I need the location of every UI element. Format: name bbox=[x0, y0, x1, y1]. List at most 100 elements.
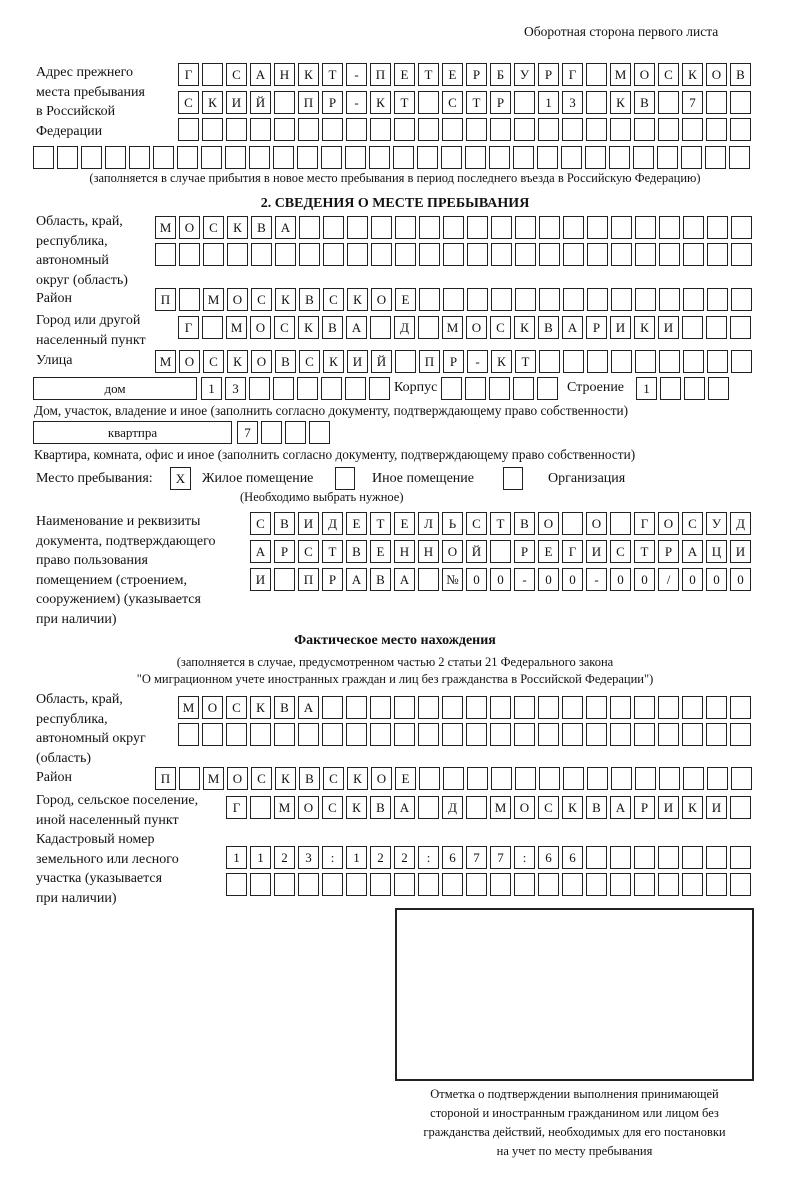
char-cell[interactable] bbox=[370, 696, 391, 719]
char-cell[interactable] bbox=[682, 723, 703, 746]
char-cell[interactable]: Р bbox=[322, 91, 343, 114]
char-cell[interactable] bbox=[730, 316, 751, 339]
char-cell[interactable] bbox=[322, 723, 343, 746]
char-cell[interactable] bbox=[539, 350, 560, 373]
char-cell[interactable] bbox=[682, 316, 703, 339]
char-cell[interactable]: К bbox=[370, 91, 391, 114]
char-cell[interactable] bbox=[562, 512, 583, 535]
char-cell[interactable]: - bbox=[514, 568, 535, 591]
char-cell[interactable]: А bbox=[275, 216, 296, 239]
char-cell[interactable] bbox=[443, 767, 464, 790]
char-cell[interactable] bbox=[490, 118, 511, 141]
char-cell[interactable] bbox=[202, 63, 223, 86]
char-cell[interactable]: С bbox=[203, 216, 224, 239]
char-cell[interactable] bbox=[634, 696, 655, 719]
char-cell[interactable] bbox=[417, 146, 438, 169]
char-cell[interactable]: / bbox=[658, 568, 679, 591]
char-cell[interactable] bbox=[514, 696, 535, 719]
char-cell[interactable] bbox=[81, 146, 102, 169]
char-cell[interactable]: Й bbox=[371, 350, 392, 373]
char-cell[interactable] bbox=[515, 243, 536, 266]
char-cell[interactable]: С bbox=[226, 696, 247, 719]
char-cell[interactable] bbox=[730, 873, 751, 896]
char-cell[interactable] bbox=[418, 91, 439, 114]
char-cell[interactable] bbox=[587, 767, 608, 790]
char-cell[interactable]: К bbox=[347, 288, 368, 311]
char-cell[interactable] bbox=[323, 243, 344, 266]
char-cell[interactable] bbox=[514, 91, 535, 114]
char-cell[interactable] bbox=[682, 873, 703, 896]
char-cell[interactable] bbox=[562, 696, 583, 719]
char-cell[interactable]: С bbox=[251, 288, 272, 311]
char-cell[interactable]: Н bbox=[418, 540, 439, 563]
char-cell[interactable]: 0 bbox=[490, 568, 511, 591]
char-cell[interactable] bbox=[491, 767, 512, 790]
char-cell[interactable] bbox=[586, 723, 607, 746]
checkbox-other-premises[interactable] bbox=[335, 467, 355, 490]
char-cell[interactable]: В bbox=[538, 316, 559, 339]
char-cell[interactable]: О bbox=[706, 63, 727, 86]
char-cell[interactable] bbox=[683, 350, 704, 373]
char-cell[interactable] bbox=[299, 243, 320, 266]
char-cell[interactable] bbox=[442, 118, 463, 141]
char-cell[interactable]: Е bbox=[394, 512, 415, 535]
char-cell[interactable] bbox=[347, 216, 368, 239]
char-cell[interactable]: М bbox=[155, 350, 176, 373]
char-cell[interactable] bbox=[466, 723, 487, 746]
char-cell[interactable]: О bbox=[634, 63, 655, 86]
char-cell[interactable]: И bbox=[730, 540, 751, 563]
char-cell[interactable] bbox=[730, 846, 751, 869]
char-cell[interactable]: - bbox=[346, 63, 367, 86]
char-cell[interactable] bbox=[635, 288, 656, 311]
building-row[interactable]: 1 bbox=[636, 377, 732, 400]
char-cell[interactable] bbox=[610, 512, 631, 535]
char-cell[interactable]: И bbox=[658, 796, 679, 819]
char-cell[interactable] bbox=[465, 146, 486, 169]
char-cell[interactable]: П bbox=[298, 91, 319, 114]
char-cell[interactable] bbox=[347, 243, 368, 266]
char-cell[interactable]: А bbox=[346, 568, 367, 591]
char-cell[interactable]: О bbox=[371, 767, 392, 790]
char-cell[interactable]: - bbox=[467, 350, 488, 373]
char-cell[interactable] bbox=[587, 350, 608, 373]
char-cell[interactable] bbox=[682, 118, 703, 141]
char-cell[interactable] bbox=[683, 216, 704, 239]
char-cell[interactable]: П bbox=[370, 63, 391, 86]
char-cell[interactable]: Р bbox=[443, 350, 464, 373]
char-cell[interactable] bbox=[562, 723, 583, 746]
char-cell[interactable]: С bbox=[299, 350, 320, 373]
char-cell[interactable]: В bbox=[634, 91, 655, 114]
char-cell[interactable]: 1 bbox=[346, 846, 367, 869]
char-cell[interactable]: И bbox=[226, 91, 247, 114]
char-cell[interactable] bbox=[490, 540, 511, 563]
char-cell[interactable]: А bbox=[298, 696, 319, 719]
char-cell[interactable]: Г bbox=[178, 63, 199, 86]
char-cell[interactable] bbox=[274, 91, 295, 114]
char-cell[interactable] bbox=[586, 118, 607, 141]
char-cell[interactable]: 3 bbox=[225, 377, 246, 400]
char-cell[interactable] bbox=[394, 873, 415, 896]
char-cell[interactable] bbox=[227, 243, 248, 266]
char-cell[interactable] bbox=[369, 377, 390, 400]
char-cell[interactable]: Р bbox=[538, 63, 559, 86]
char-cell[interactable]: Б bbox=[490, 63, 511, 86]
char-cell[interactable] bbox=[251, 243, 272, 266]
char-cell[interactable]: О bbox=[371, 288, 392, 311]
char-cell[interactable]: В bbox=[370, 568, 391, 591]
char-cell[interactable]: В bbox=[514, 512, 535, 535]
char-cell[interactable]: В bbox=[730, 63, 751, 86]
char-cell[interactable]: С bbox=[323, 767, 344, 790]
char-cell[interactable] bbox=[562, 118, 583, 141]
char-cell[interactable] bbox=[226, 723, 247, 746]
house-type-field[interactable]: дом bbox=[33, 377, 197, 400]
char-cell[interactable] bbox=[611, 767, 632, 790]
char-cell[interactable]: П bbox=[155, 288, 176, 311]
char-cell[interactable] bbox=[515, 288, 536, 311]
char-cell[interactable]: О bbox=[179, 216, 200, 239]
char-cell[interactable]: С bbox=[490, 316, 511, 339]
char-cell[interactable] bbox=[513, 377, 534, 400]
char-cell[interactable] bbox=[418, 568, 439, 591]
char-cell[interactable]: М bbox=[490, 796, 511, 819]
